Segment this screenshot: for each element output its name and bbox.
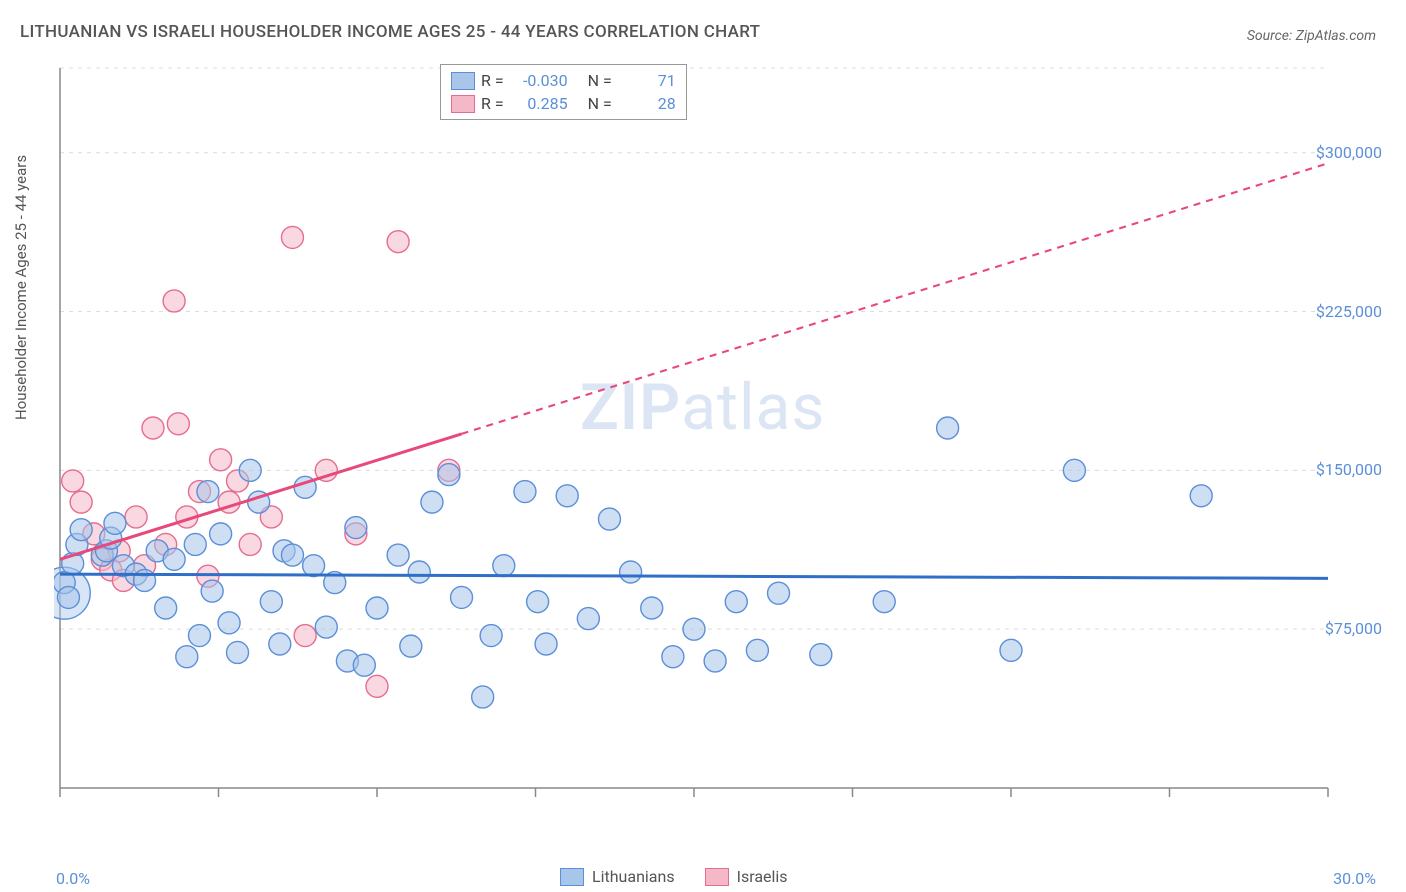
y-tick-label: $150,000 — [1316, 460, 1382, 479]
swatch-israelis — [705, 868, 729, 886]
legend-label-lithuanians: Lithuanians — [592, 867, 675, 886]
chart-title: LITHUANIAN VS ISRAELI HOUSEHOLDER INCOME… — [20, 22, 760, 42]
y-axis-label: Householder Income Ages 25 - 44 years — [12, 155, 30, 420]
stats-row-israelis: R = 0.285 N = 28 — [451, 92, 676, 115]
y-tick-label: $75,000 — [1325, 619, 1382, 638]
swatch-lithuanians — [451, 72, 475, 90]
swatch-israelis — [451, 95, 475, 113]
swatch-lithuanians — [560, 868, 584, 886]
r-value-israelis: 0.285 — [510, 94, 568, 113]
r-value-lithuanians: -0.030 — [510, 71, 568, 90]
legend-item-lithuanians: Lithuanians — [560, 867, 675, 886]
x-tick-max: 30.0% — [1333, 869, 1376, 888]
n-value-lithuanians: 71 — [618, 71, 676, 90]
legend-label-israelis: Israelis — [737, 867, 788, 886]
n-value-israelis: 28 — [618, 94, 676, 113]
correlation-stats-box: R = -0.030 N = 71 R = 0.285 N = 28 — [440, 64, 687, 120]
source-attribution: Source: ZipAtlas.com — [1247, 28, 1376, 44]
chart-area — [54, 62, 1334, 822]
bottom-legend: Lithuanians Israelis — [560, 867, 788, 886]
legend-item-israelis: Israelis — [705, 867, 788, 886]
y-tick-label: $225,000 — [1316, 302, 1382, 321]
r-label: R = — [481, 94, 504, 113]
x-tick-min: 0.0% — [56, 869, 90, 888]
n-label: N = — [588, 94, 612, 113]
y-tick-label: $300,000 — [1316, 143, 1382, 162]
stats-row-lithuanians: R = -0.030 N = 71 — [451, 69, 676, 92]
r-label: R = — [481, 71, 504, 90]
n-label: N = — [588, 71, 612, 90]
scatter-chart-svg — [54, 62, 1334, 822]
